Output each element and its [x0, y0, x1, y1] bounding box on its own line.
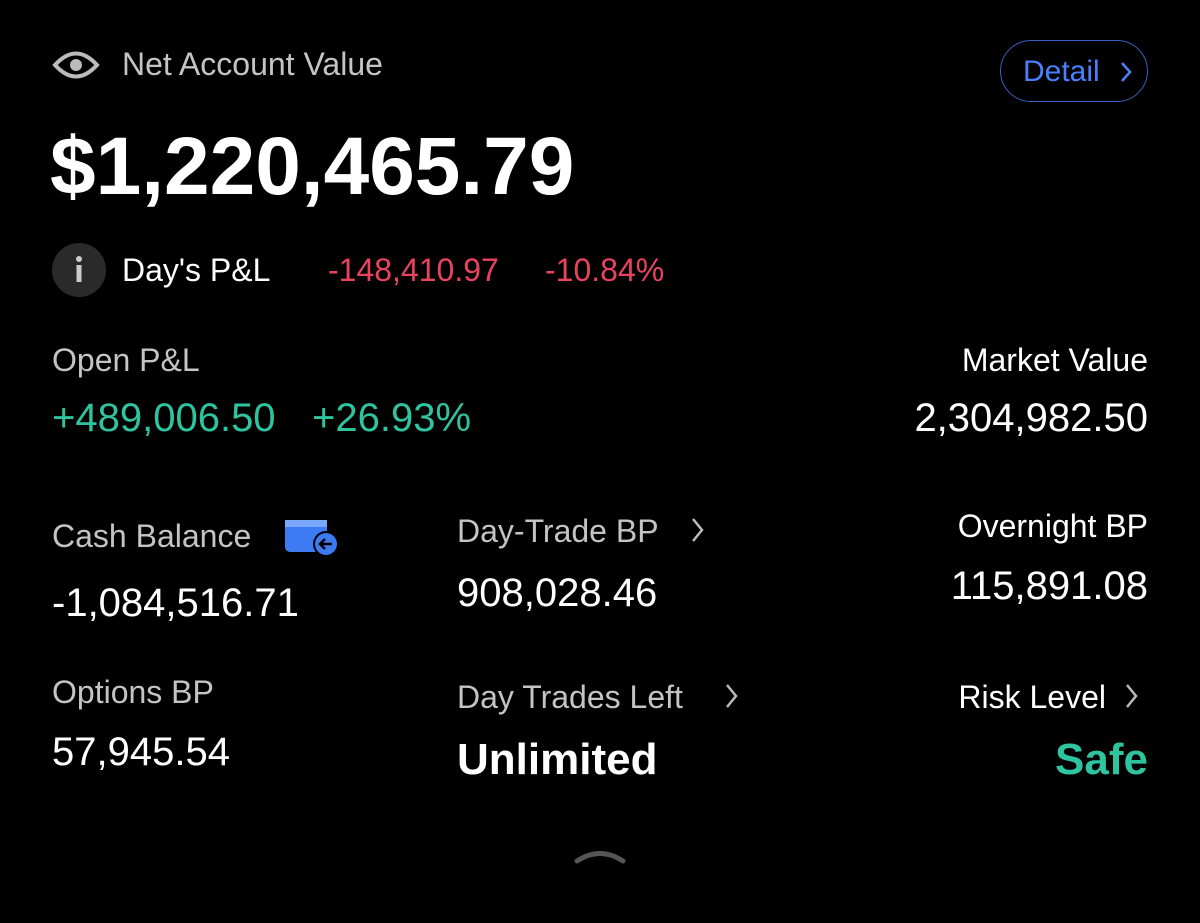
options-bp-value: 57,945.54: [52, 730, 230, 774]
cash-balance-value: -1,084,516.71: [52, 581, 299, 625]
market-value: 2,304,982.50: [914, 396, 1148, 440]
open-pnl-value: +489,006.50: [52, 396, 276, 440]
day-trades-left-label[interactable]: Day Trades Left: [457, 679, 683, 715]
overnight-bp-label: Overnight BP: [957, 508, 1148, 544]
chevron: [1126, 684, 1138, 708]
chevron: [726, 684, 738, 708]
cash-transfer-icon[interactable]: [285, 514, 341, 560]
risk-level-value: Safe: [1055, 735, 1148, 784]
day-trade-bp-value: 908,028.46: [457, 571, 658, 615]
net-account-value: $1,220,465.79: [50, 121, 575, 212]
detail-text[interactable]: Detail: [1023, 55, 1100, 88]
options-bp-label: Options BP: [52, 674, 214, 710]
open-pnl-label: Open P&L: [52, 342, 200, 378]
info-icon[interactable]: [52, 243, 106, 297]
chevron: [1121, 62, 1132, 82]
day-pnl-percent: -10.84%: [545, 252, 665, 288]
eye-icon[interactable]: [52, 48, 100, 82]
day-trades-left-value: Unlimited: [457, 735, 658, 784]
overnight-bp-value: 115,891.08: [950, 564, 1148, 608]
day-trade-bp-label[interactable]: Day-Trade BP: [457, 513, 659, 549]
net-account-label: Net Account Value: [122, 46, 383, 82]
market-value-label: Market Value: [961, 342, 1148, 378]
chevron: [692, 518, 704, 542]
day-pnl-value: -148,410.97: [328, 252, 499, 288]
open-pnl-percent: +26.93%: [312, 396, 472, 440]
cash-balance-label: Cash Balance: [52, 518, 252, 554]
risk-level-label[interactable]: Risk Level: [958, 679, 1106, 715]
collapse-handle[interactable]: [574, 846, 626, 866]
detail-button[interactable]: Detail: [1000, 40, 1148, 102]
day-pnl-label: Day's P&L: [122, 252, 271, 288]
